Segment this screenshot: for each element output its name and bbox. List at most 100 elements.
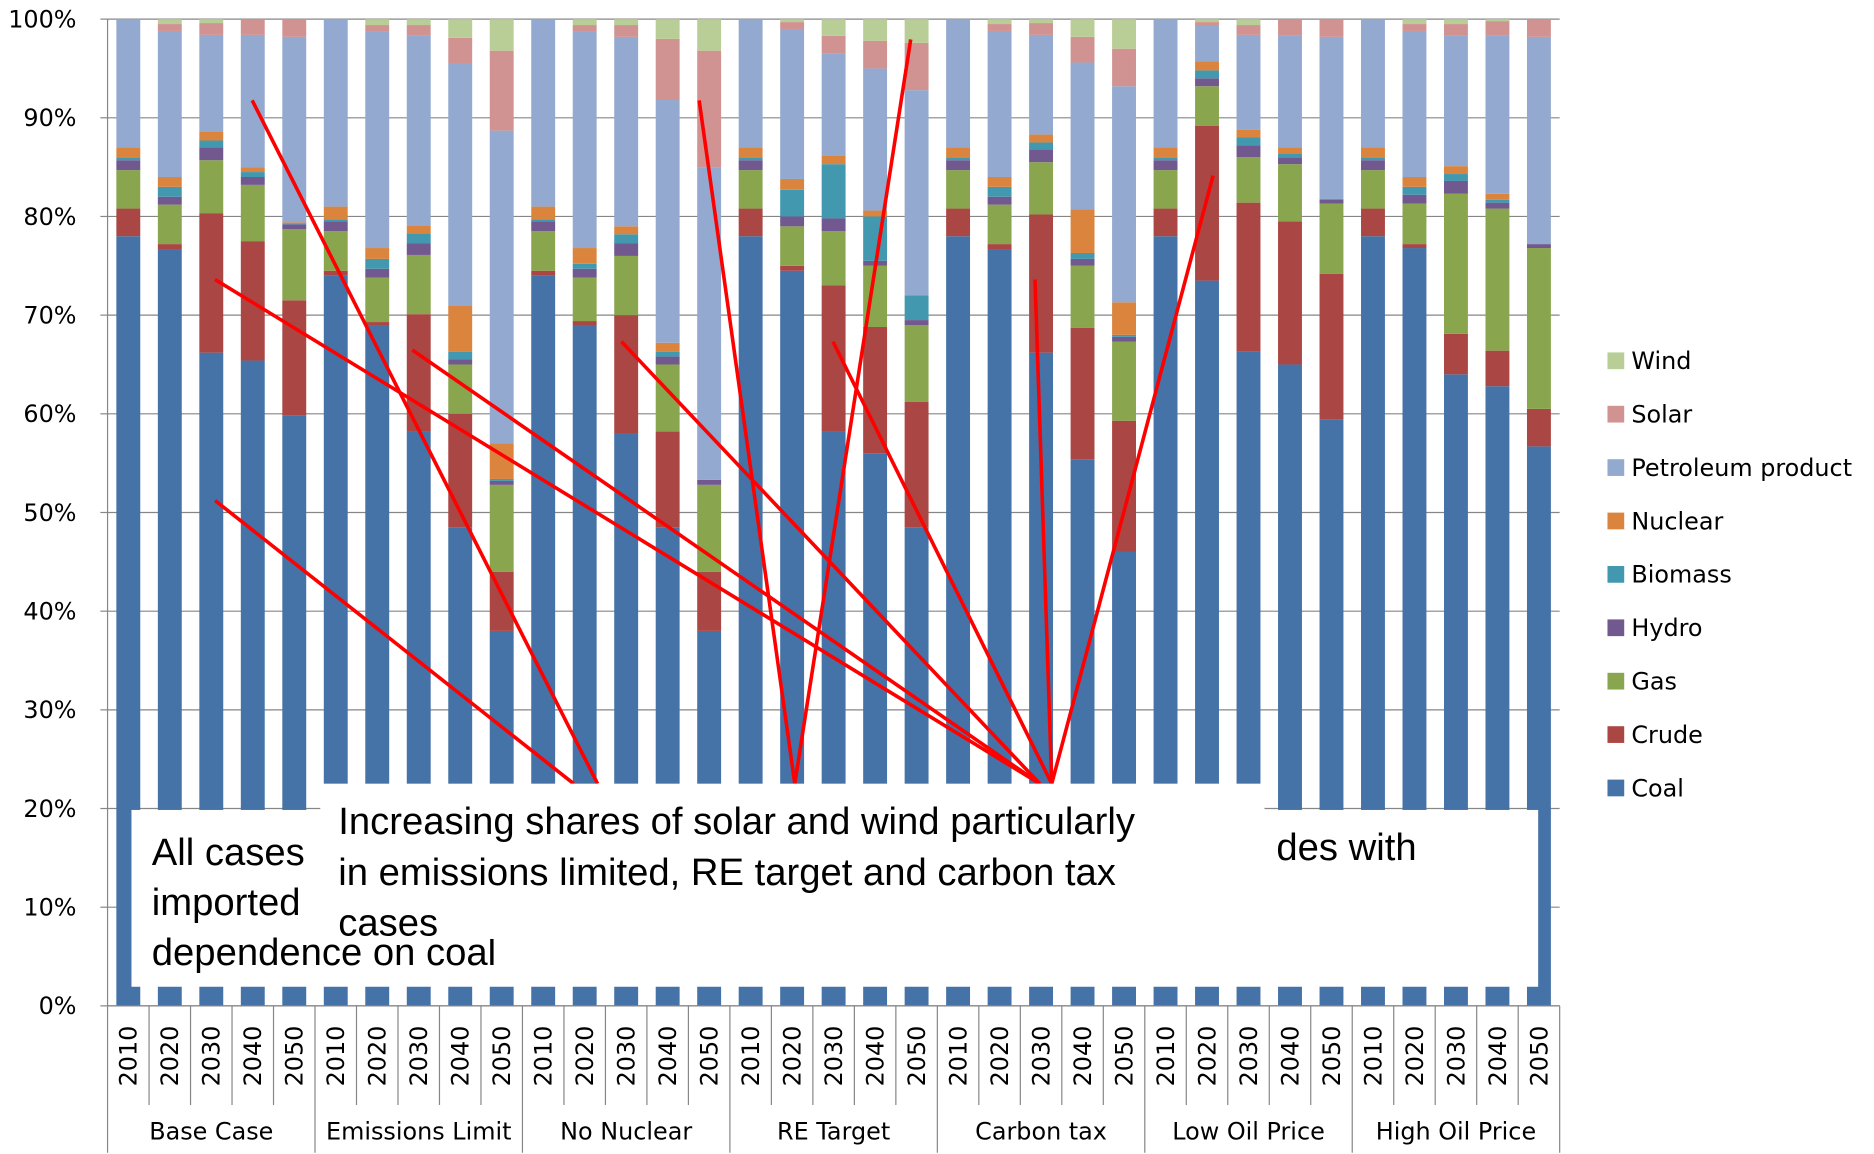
- bar-segment: [365, 268, 390, 278]
- bar-segment: [1361, 170, 1385, 209]
- x-tick-label: 2040: [447, 1026, 475, 1087]
- bar-segment: [116, 208, 141, 237]
- bar-segment: [1112, 341, 1136, 421]
- bar-segment: [1485, 193, 1510, 200]
- bar-segment: [946, 170, 971, 209]
- legend-swatch: [1607, 619, 1625, 637]
- bar-segment: [1278, 157, 1302, 165]
- bar-segment: [365, 258, 390, 269]
- bar-segment: [406, 254, 431, 315]
- bar-segment: [1029, 19, 1054, 24]
- x-tick-label: 2010: [944, 1026, 972, 1087]
- y-tick-label: 80%: [23, 203, 76, 231]
- x-tick-label: 2010: [737, 1026, 765, 1087]
- bar-segment: [448, 37, 473, 64]
- bar-segment: [614, 226, 639, 235]
- x-tick-label: 2040: [1276, 1026, 1304, 1087]
- bar-segment: [1070, 258, 1095, 266]
- bar-segment: [572, 321, 597, 326]
- bar-segment: [821, 19, 846, 36]
- bar-segment: [1402, 244, 1427, 249]
- annotation-line: imported: [152, 881, 301, 924]
- bar-segment: [904, 42, 929, 91]
- bar-segment: [282, 36, 307, 223]
- bar-segment: [489, 130, 514, 444]
- bar-segment: [1361, 160, 1385, 171]
- x-tick-label: 2030: [1442, 1026, 1470, 1087]
- bar-segment: [1485, 19, 1510, 22]
- bar-segment: [821, 155, 846, 165]
- bar-segment: [1526, 19, 1551, 37]
- bar-segment: [1029, 134, 1054, 143]
- bar-segment: [282, 224, 307, 230]
- bar-segment: [1278, 147, 1302, 154]
- bar-segment: [157, 30, 182, 177]
- bar-segment: [1236, 145, 1261, 158]
- callout-line: [250, 99, 600, 785]
- bar-segment: [1526, 248, 1551, 409]
- x-tick-label: 2010: [1359, 1026, 1387, 1087]
- bar-segment: [157, 244, 182, 250]
- bar-segment: [1444, 193, 1468, 334]
- x-tick-label: 2040: [1484, 1026, 1512, 1087]
- group-label: Emissions Limit: [326, 1118, 511, 1146]
- legend-label: Wind: [1631, 347, 1691, 375]
- legend-label: Coal: [1631, 774, 1684, 802]
- bar-segment: [697, 167, 722, 480]
- group-label: RE Target: [777, 1118, 890, 1146]
- x-tick-label: 2020: [778, 1026, 806, 1087]
- x-tick-label: 2010: [530, 1026, 558, 1087]
- bar-segment: [780, 265, 805, 271]
- x-tick-label: 2050: [1318, 1026, 1346, 1087]
- callout-line: [697, 100, 797, 784]
- x-tick-label: 2040: [654, 1026, 682, 1087]
- bar-segment: [904, 295, 929, 321]
- callout-line: [1033, 279, 1054, 784]
- bar-segment: [1526, 244, 1551, 249]
- bar-segment: [489, 484, 514, 572]
- bar-segment: [738, 19, 763, 148]
- x-tick-label: 2050: [1110, 1026, 1138, 1087]
- bar-segment: [116, 157, 141, 161]
- bar-segment: [1029, 142, 1054, 150]
- bar-segment: [240, 167, 265, 173]
- x-tick-label: 2020: [364, 1026, 392, 1087]
- x-tick-label: 2040: [861, 1026, 889, 1087]
- group-label: High Oil Price: [1376, 1118, 1536, 1146]
- bar-segment: [1195, 78, 1219, 87]
- bar-segment: [323, 221, 348, 232]
- bar-segment: [1070, 209, 1095, 253]
- legend: Wind Solar Petroleum product Nuclear Biomass…: [1607, 347, 1852, 802]
- x-tick-label: 2050: [281, 1026, 309, 1087]
- bar-segment: [904, 320, 929, 326]
- x-tick-label: 2030: [198, 1026, 226, 1087]
- bar-segment: [1112, 19, 1136, 49]
- bar-segment: [697, 19, 722, 51]
- callout-lines: [214, 39, 1215, 786]
- bar-segment: [199, 23, 224, 35]
- bar-segment: [987, 176, 1012, 187]
- bar-segment: [1361, 147, 1385, 158]
- bar-segment: [1153, 170, 1178, 209]
- legend-label: Crude: [1631, 721, 1702, 749]
- bar-segment: [655, 431, 680, 528]
- bar-segment: [780, 28, 805, 179]
- bar-segment: [655, 19, 680, 39]
- bar-segment: [1070, 36, 1095, 63]
- y-tick-label: 100%: [8, 5, 76, 33]
- bar-segment: [1029, 162, 1054, 215]
- bar-segment: [1361, 208, 1385, 237]
- bar-segment: [697, 479, 722, 485]
- bar-segment: [1112, 86, 1136, 303]
- bar-segment: [157, 186, 182, 197]
- legend-label: Petroleum product: [1631, 454, 1852, 482]
- legend-label: Biomass: [1631, 561, 1731, 589]
- legend-swatch: [1607, 459, 1625, 476]
- bar-segment: [1112, 48, 1136, 87]
- bar-segment: [199, 19, 224, 24]
- legend-swatch: [1607, 566, 1625, 583]
- bar-segment: [199, 160, 224, 214]
- bar-segment: [738, 160, 763, 171]
- bar-segment: [157, 176, 182, 187]
- legend-label: Nuclear: [1631, 507, 1723, 535]
